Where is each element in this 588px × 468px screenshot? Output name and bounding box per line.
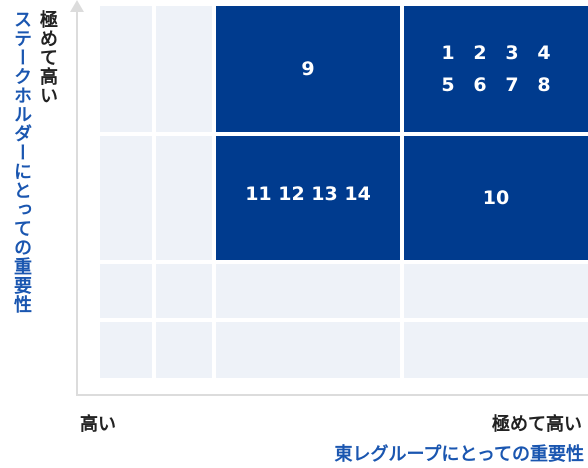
- matrix-item: 1: [441, 42, 455, 64]
- matrix-item: 4: [537, 42, 551, 64]
- matrix-cell-r2c2: [156, 136, 212, 260]
- matrix-item: 2: [473, 42, 487, 64]
- y-axis-title: ステークホルダーにとっての重要性: [11, 10, 32, 314]
- matrix-cell-r1c2: [156, 6, 212, 132]
- matrix-cell-r1c1: [100, 6, 152, 132]
- matrix-item-9: 9: [301, 58, 315, 80]
- x-axis-low-label: 高い: [80, 414, 116, 435]
- y-axis-high-label: 極めて高い: [37, 10, 58, 105]
- matrix-cell-r3c3: [216, 264, 400, 318]
- matrix-item: 3: [505, 42, 519, 64]
- matrix-cell-mid-right: 10: [404, 136, 588, 260]
- matrix-cell-mid-middle: 11 12 13 14: [216, 136, 400, 260]
- y-axis-line: [76, 6, 78, 396]
- matrix-items-11-14: 11 12 13 14: [245, 183, 371, 205]
- matrix-cell-r3c2: [156, 264, 212, 318]
- matrix-item: 7: [505, 74, 519, 96]
- x-axis-high-label: 極めて高い: [492, 414, 582, 435]
- matrix-cell-r4c3: [216, 322, 400, 378]
- matrix-item-10: 10: [482, 187, 510, 209]
- matrix-cell-r2c1: [100, 136, 152, 260]
- matrix-item: 5: [441, 74, 455, 96]
- matrix-cell-top-right: 1 2 3 4 5 6 7 8: [404, 6, 588, 132]
- x-axis-title: 東レグループにとっての重要性: [334, 444, 584, 465]
- matrix-cell-r4c1: [100, 322, 152, 378]
- matrix-cell-r4c2: [156, 322, 212, 378]
- matrix-cell-r3c4: [404, 264, 588, 318]
- matrix-item: 8: [537, 74, 551, 96]
- x-axis-line: [76, 394, 588, 396]
- matrix-items-1-8: 1 2 3 4 5 6 7 8: [432, 42, 560, 96]
- matrix-cell-r4c4: [404, 322, 588, 378]
- matrix-item: 6: [473, 74, 487, 96]
- matrix-cell-top-middle: 9: [216, 6, 400, 132]
- matrix-cell-r3c1: [100, 264, 152, 318]
